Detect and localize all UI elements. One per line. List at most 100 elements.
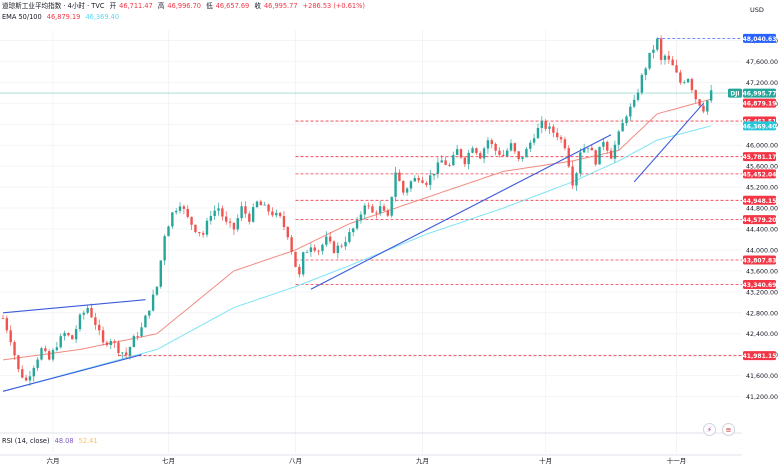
candle-body — [174, 210, 178, 213]
rsi-value: 48.08 — [54, 437, 74, 445]
candle-body — [71, 335, 74, 340]
candle-body — [221, 208, 224, 217]
candle-body — [475, 148, 478, 154]
candle-body — [490, 140, 493, 144]
candle-body — [602, 141, 605, 147]
level-tag — [743, 152, 776, 162]
candle-body — [344, 241, 347, 247]
candle-body — [648, 52, 651, 69]
y-tick-label: 43,600.00 — [746, 268, 778, 275]
candle-body — [606, 141, 609, 151]
candle-body — [432, 173, 436, 176]
candle-body — [529, 142, 532, 149]
candle-body — [575, 173, 578, 186]
candle-body — [371, 206, 374, 213]
x-tick-label: 六月 — [47, 456, 60, 465]
candle-body — [656, 38, 659, 50]
y-tick-label: 43,200.00 — [746, 289, 778, 296]
candle-body — [694, 90, 697, 100]
candle-body — [690, 79, 694, 91]
candle-body — [505, 150, 509, 156]
lightning-icon[interactable]: ⚡ — [703, 423, 716, 436]
candle-body — [40, 348, 43, 360]
candle-body — [571, 166, 574, 186]
candle-body — [417, 178, 420, 181]
candle-body — [352, 228, 355, 233]
candle-body — [275, 212, 278, 216]
low-value: 46,657.69 — [215, 2, 250, 10]
candle-body — [298, 266, 301, 275]
candle-body — [382, 206, 386, 211]
candle-body — [178, 206, 182, 211]
ema-label: EMA 50/100 — [2, 13, 42, 21]
candle-body — [706, 100, 709, 112]
candle-body — [194, 224, 197, 233]
candle-body — [36, 359, 39, 368]
candle-body — [113, 341, 116, 343]
candle-body — [248, 213, 251, 222]
candle-body — [309, 247, 313, 252]
candle-body — [332, 241, 336, 253]
ema100-value: 46,369.40 — [85, 13, 120, 21]
candle-body — [598, 146, 601, 165]
candle-body — [440, 160, 443, 163]
candle-body — [167, 226, 170, 237]
y-tick-label: 45,200.00 — [746, 185, 778, 192]
level-tag — [743, 279, 776, 289]
candle-body — [486, 140, 490, 149]
level-tag — [743, 351, 776, 361]
candle-body — [502, 154, 505, 156]
close-value: 46,995.77 — [263, 2, 298, 10]
candle-body — [213, 210, 216, 217]
candle-body — [163, 236, 166, 261]
candle-body — [282, 216, 286, 227]
level-tag-label: 43,340.69 — [743, 282, 777, 289]
candle-body — [386, 210, 390, 216]
rsi-legend[interactable]: RSI (14, close) 48.08 52.41 — [2, 437, 101, 446]
candle-body — [132, 336, 136, 348]
candle-body — [186, 208, 189, 217]
candle-body — [209, 216, 213, 221]
candle-body — [121, 352, 124, 354]
candle-body — [455, 149, 459, 156]
candle-body — [32, 367, 35, 377]
candle-body — [301, 252, 305, 275]
ema-legend[interactable]: EMA 50/100 46,879.19 46,369.40 — [2, 13, 122, 22]
candle-body — [552, 126, 555, 133]
candle-body — [190, 216, 193, 225]
candle-body — [255, 201, 259, 208]
candle-body — [444, 160, 447, 165]
candle-body — [232, 222, 236, 230]
candle-body — [1, 318, 5, 319]
candle-body — [686, 79, 690, 83]
candle-body — [482, 148, 486, 159]
symbol-title: 道琼斯工业平均指数 · 4小时 · TVC — [2, 2, 105, 10]
candle-body — [625, 116, 628, 124]
candle-body — [348, 232, 351, 242]
ema100-line — [2, 125, 712, 392]
candle-body — [544, 120, 547, 129]
candle-body — [317, 250, 320, 252]
level-tag-label: 45,452.04 — [743, 171, 777, 178]
candle-body — [305, 251, 309, 253]
candle-body — [394, 172, 397, 197]
candle-body — [667, 55, 671, 60]
trend-line — [633, 102, 704, 183]
candle-body — [278, 212, 282, 217]
level-tag — [743, 33, 776, 43]
flag-icon[interactable]: ≡ — [722, 423, 735, 436]
ema100-tag-label: 46,369.40 — [743, 123, 777, 130]
level-tag-label: 45,781.17 — [743, 154, 777, 161]
candle-body — [659, 38, 663, 60]
candle-body — [402, 181, 405, 193]
candle-body — [28, 376, 32, 381]
candle-body — [679, 72, 682, 83]
candle-body — [286, 226, 289, 238]
candle-body — [617, 131, 620, 145]
level-tag-label: 48,040.63 — [743, 36, 777, 43]
y-tick-label: 41,600.00 — [746, 373, 778, 380]
candle-body — [702, 105, 705, 112]
candle-body — [151, 294, 155, 311]
